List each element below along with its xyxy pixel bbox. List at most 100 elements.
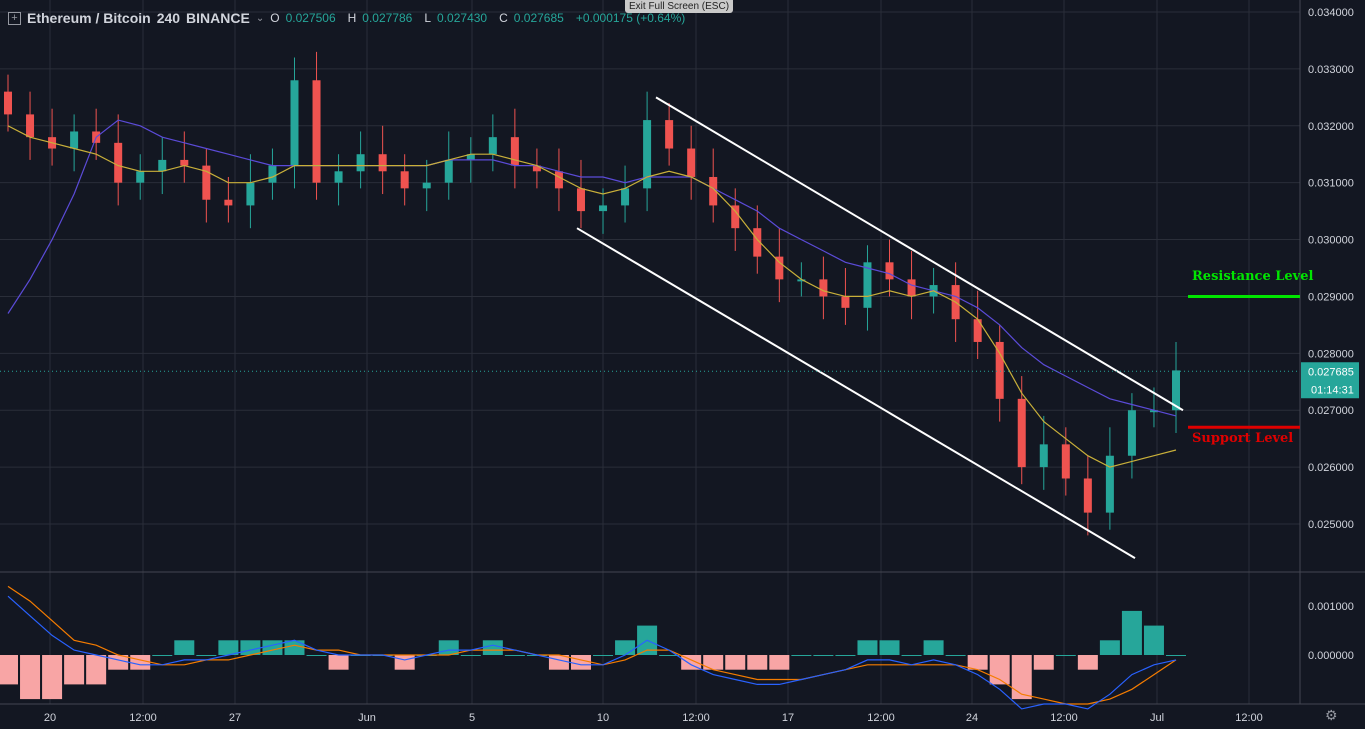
gear-icon[interactable]: ⚙ [1325, 707, 1338, 723]
time-tick-label: 10 [597, 712, 609, 724]
symbol-title[interactable]: Ethereum / Bitcoin [27, 10, 151, 26]
macd-histogram-bar [306, 655, 327, 656]
candle-body [554, 171, 563, 189]
macd-histogram-bar [703, 655, 724, 670]
macd-histogram-bar [901, 655, 922, 656]
macd-histogram-bar [593, 655, 614, 656]
macd-histogram-bar [394, 655, 415, 670]
macd-histogram-bar [1033, 655, 1054, 670]
time-tick-label: 5 [469, 712, 475, 724]
macd-histogram-bar [879, 640, 900, 655]
candle-body [202, 165, 211, 200]
high-value: 0.027786 [362, 11, 413, 25]
candle-body [246, 182, 255, 206]
candle-body [797, 279, 806, 282]
channel-lower-line [576, 227, 1136, 559]
macd-histogram-bar [967, 655, 988, 670]
candle-body [268, 165, 277, 183]
time-tick-label: 24 [966, 712, 978, 724]
candle-body [334, 171, 343, 183]
candle-body [114, 142, 123, 183]
interval-label[interactable]: 240 [156, 10, 181, 26]
candle-body [775, 256, 784, 280]
low-label: L [424, 11, 432, 25]
time-tick-label: 12:00 [1050, 712, 1078, 724]
candle-body [907, 279, 916, 297]
macd-histogram-bar [769, 655, 790, 670]
candle-body [1105, 455, 1114, 513]
macd-histogram-bar [835, 655, 856, 656]
price-tick-label: 0.033000 [1308, 64, 1354, 76]
macd-histogram-bar [504, 655, 525, 656]
macd-histogram-bar [681, 655, 702, 670]
macd-histogram-bar [460, 655, 481, 656]
macd-histogram-bar [725, 655, 746, 670]
price-tick-label: 0.034000 [1308, 7, 1354, 19]
candle-body [1127, 410, 1136, 456]
time-tick-label: 17 [782, 712, 794, 724]
time-tick-label: 27 [229, 712, 241, 724]
candle-body [841, 296, 850, 308]
price-tick-label: 0.028000 [1308, 348, 1354, 360]
price-tick-label: 0.026000 [1308, 462, 1354, 474]
candle-body [290, 80, 299, 166]
chevron-down-icon[interactable]: ⌄ [255, 12, 265, 24]
macd-histogram-bar [482, 640, 503, 655]
channel-upper-line [655, 96, 1184, 412]
open-value: 0.027506 [285, 11, 336, 25]
exit-fullscreen-button[interactable]: Exit Full Screen (ESC) [625, 0, 734, 13]
low-value: 0.027430 [437, 11, 488, 25]
price-tick-label: 0.030000 [1308, 235, 1354, 247]
candle-body [885, 262, 894, 280]
macd-histogram-bar [1143, 625, 1164, 655]
open-label: O [270, 11, 280, 25]
support-label: Support Level [1192, 431, 1294, 446]
macd-histogram-bar [262, 640, 283, 655]
candle-body [863, 262, 872, 308]
chart-header: + Ethereum / Bitcoin 240 BINANCE ⌄ O 0.02… [8, 10, 691, 26]
macd-histogram-bar [1166, 655, 1186, 656]
macd-histogram-bar [1055, 655, 1076, 656]
candle-body [1061, 444, 1070, 479]
macd-line [7, 595, 1177, 710]
macd-histogram-bar [152, 655, 173, 656]
candle-body [995, 341, 1004, 399]
macd-histogram-bar [86, 655, 107, 685]
price-tick-label: 0.025000 [1308, 519, 1354, 531]
macd-histogram-bar [659, 655, 680, 656]
macd-histogram-bar [747, 655, 768, 670]
candle-body [665, 120, 674, 149]
exchange-label[interactable]: BINANCE [186, 10, 250, 26]
resistance-label: Resistance Level [1192, 269, 1314, 284]
candle-body [1039, 444, 1048, 468]
time-tick-label: 12:00 [1235, 712, 1263, 724]
macd-histogram-bar [813, 655, 834, 656]
price-tick-label: 0.027000 [1308, 405, 1354, 417]
time-tick-label: Jul [1150, 712, 1164, 724]
candle-body [599, 205, 608, 212]
price-axis [1300, 0, 1365, 704]
macd-histogram-bar [1077, 655, 1098, 670]
macd-histogram-bar [0, 655, 18, 685]
candle-body [709, 176, 718, 206]
candle-body [576, 188, 585, 212]
expand-icon[interactable]: + [8, 11, 21, 25]
candle-body [1149, 410, 1158, 413]
candle-body [687, 148, 696, 177]
candle-body [422, 182, 431, 189]
candle-body [510, 137, 519, 166]
candle-body [312, 80, 321, 183]
candle-body [356, 154, 365, 172]
candle-body [378, 154, 387, 172]
candle-body [488, 137, 497, 155]
change-value: +0.000175 (+0.64%) [575, 11, 686, 25]
high-label: H [347, 11, 357, 25]
time-tick-label: 12:00 [682, 712, 710, 724]
macd-tick-label: 0.001000 [1308, 601, 1354, 613]
candle-body [136, 171, 145, 183]
macd-histogram-bar [615, 640, 636, 655]
macd-histogram-bar [328, 655, 349, 670]
macd-histogram-bar [923, 640, 944, 655]
macd-histogram-bar [108, 655, 129, 670]
